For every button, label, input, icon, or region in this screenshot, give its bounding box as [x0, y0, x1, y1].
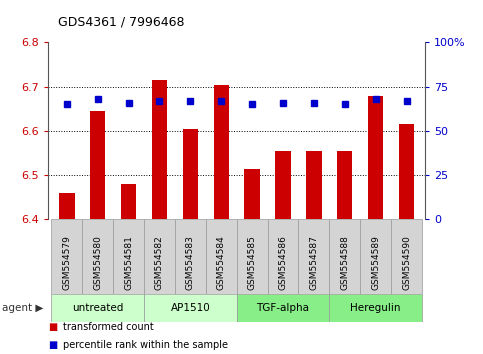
Bar: [90, 111, 105, 219]
Bar: [368, 96, 384, 219]
Text: GSM554579: GSM554579: [62, 235, 71, 290]
Text: GSM554582: GSM554582: [155, 235, 164, 290]
Bar: [360, 219, 391, 294]
Bar: [275, 151, 291, 219]
Text: agent ▶: agent ▶: [2, 303, 43, 313]
Text: GSM554580: GSM554580: [93, 235, 102, 290]
Bar: [329, 294, 422, 322]
Text: ■: ■: [48, 322, 57, 332]
Text: Heregulin: Heregulin: [350, 303, 401, 313]
Bar: [268, 219, 298, 294]
Text: GSM554583: GSM554583: [186, 235, 195, 290]
Bar: [51, 294, 144, 322]
Text: GSM554587: GSM554587: [310, 235, 318, 290]
Bar: [237, 219, 268, 294]
Bar: [113, 219, 144, 294]
Text: ■: ■: [48, 340, 57, 350]
Text: GSM554590: GSM554590: [402, 235, 411, 290]
Bar: [237, 294, 329, 322]
Bar: [329, 219, 360, 294]
Text: GSM554586: GSM554586: [279, 235, 287, 290]
Bar: [175, 219, 206, 294]
Text: GSM554584: GSM554584: [217, 235, 226, 290]
Bar: [121, 184, 136, 219]
Bar: [306, 151, 322, 219]
Text: percentile rank within the sample: percentile rank within the sample: [63, 340, 228, 350]
Text: TGF-alpha: TGF-alpha: [256, 303, 310, 313]
Bar: [298, 219, 329, 294]
Text: untreated: untreated: [72, 303, 123, 313]
Bar: [206, 219, 237, 294]
Bar: [59, 193, 74, 219]
Bar: [399, 124, 414, 219]
Bar: [51, 219, 82, 294]
Bar: [82, 219, 113, 294]
Text: GSM554589: GSM554589: [371, 235, 380, 290]
Bar: [244, 169, 260, 219]
Text: transformed count: transformed count: [63, 322, 154, 332]
Text: GDS4361 / 7996468: GDS4361 / 7996468: [58, 15, 185, 28]
Text: GSM554588: GSM554588: [340, 235, 349, 290]
Bar: [213, 85, 229, 219]
Text: GSM554585: GSM554585: [248, 235, 256, 290]
Text: GSM554581: GSM554581: [124, 235, 133, 290]
Bar: [337, 151, 353, 219]
Text: AP1510: AP1510: [170, 303, 210, 313]
Bar: [144, 294, 237, 322]
Bar: [152, 80, 167, 219]
Bar: [183, 129, 198, 219]
Bar: [144, 219, 175, 294]
Bar: [391, 219, 422, 294]
